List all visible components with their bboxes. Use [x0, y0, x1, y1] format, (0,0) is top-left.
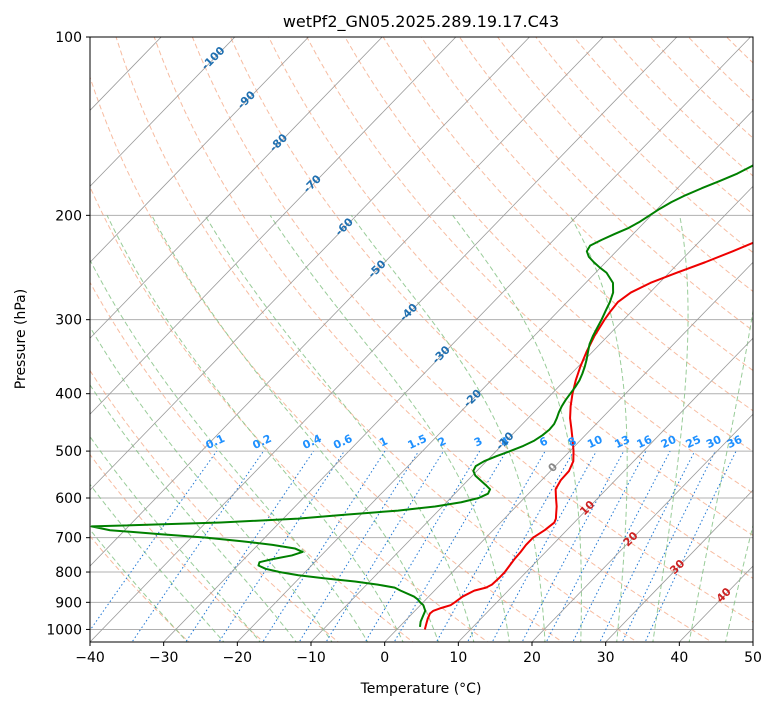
moist-adiabat-line [90, 483, 225, 642]
mixing-ratio-line [298, 450, 420, 642]
mixing-ratio-label: 30 [704, 433, 724, 451]
isotherm-line [605, 489, 753, 642]
sounding-series [90, 164, 753, 630]
isotherm-line [384, 261, 753, 642]
moist-adiabat-line [569, 215, 628, 642]
isotherm-line [90, 37, 309, 263]
isotherm-line [458, 337, 753, 642]
dry-adiabat-line [230, 37, 753, 579]
moist-adiabat-line [652, 215, 689, 642]
dry-adiabat-line [90, 75, 564, 642]
moist-adiabats [90, 215, 753, 642]
isotherm-line [310, 185, 753, 642]
x-tick-label: −20 [223, 650, 253, 666]
y-tick-label: 100 [55, 30, 82, 46]
isotherm-line [237, 109, 753, 642]
dry-adiabat-line [90, 185, 489, 642]
moist-adiabat-line [90, 435, 261, 642]
dry-adiabat-line [115, 37, 638, 642]
isotherms [90, 37, 753, 642]
dry-adiabat-line [90, 369, 340, 642]
mixing-ratio-line [325, 450, 444, 642]
dry-adiabat-line [191, 37, 753, 623]
isotherm-line [90, 37, 236, 187]
pressure-gridlines [90, 37, 753, 630]
mixing-ratio-label: 20 [659, 433, 679, 451]
x-tick-label: 50 [744, 650, 762, 666]
y-tick-label: 400 [55, 387, 82, 403]
mixing-ratio-label: 36 [725, 433, 745, 451]
moist-adiabat-line [350, 215, 546, 642]
dry-adiabat-line [459, 37, 753, 332]
mixing-ratio-line [491, 450, 597, 642]
chart-title: wetPf2_GN05.2025.289.19.17.C43 [283, 12, 559, 32]
x-tick-label: 20 [523, 650, 541, 666]
mixing-ratio-line [572, 450, 671, 642]
mixing-ratio-label: 13 [613, 433, 632, 451]
dry-adiabat-line [268, 37, 753, 536]
mixing-ratio-line [644, 450, 737, 642]
y-tick-label: 1000 [46, 622, 82, 638]
isotherm-line [90, 37, 604, 567]
temperature-profile-line [423, 241, 753, 630]
x-tick-label: 30 [597, 650, 615, 666]
moist-adiabat-line [688, 307, 753, 642]
mixing-ratio-line [521, 450, 625, 642]
y-tick-label: 300 [55, 313, 82, 329]
y-tick-label: 500 [55, 444, 82, 460]
mixing-ratio-line [218, 450, 345, 642]
isotherm-line [531, 413, 753, 642]
moist-adiabat-line [269, 215, 510, 642]
y-tick-label: 600 [55, 491, 82, 507]
mixing-ratio-label: 10 [585, 433, 605, 451]
moist-adiabat-line [90, 258, 369, 642]
x-axis-ticks: −40 −30 −20 −10 0 10 20 30 40 50 [75, 642, 762, 666]
moist-adiabat-line [106, 215, 404, 642]
y-tick-label: 900 [55, 595, 82, 611]
mixing-ratio-line [393, 450, 507, 642]
y-tick-label: 200 [55, 208, 82, 224]
dry-adiabat-line [344, 37, 753, 453]
mixing-ratio-label: 25 [684, 433, 703, 451]
isotherm-line [163, 37, 751, 642]
mixing-ratio-line [545, 450, 647, 642]
y-axis-label: Pressure (hPa) [13, 289, 29, 389]
y-tick-label: 700 [55, 531, 82, 547]
isotherm-line [90, 37, 530, 491]
x-tick-label: −10 [296, 650, 326, 666]
isotherm-line [90, 37, 383, 339]
x-tick-label: 40 [670, 650, 688, 666]
y-axis-ticks: 100 200 300 400 500 600 700 800 900 1000 [46, 30, 90, 638]
moist-adiabat-line [204, 215, 475, 642]
isotherm-line [90, 37, 457, 415]
mixing-ratio-line [185, 450, 314, 642]
x-axis-label: Temperature (°C) [360, 681, 482, 697]
moist-adiabat-line [90, 326, 333, 642]
isotherm-line [90, 37, 678, 642]
dry-adiabat-line [90, 535, 190, 642]
x-tick-label: 0 [380, 650, 389, 666]
x-tick-label: −40 [75, 650, 105, 666]
y-tick-label: 800 [55, 565, 82, 581]
dewpoint-profile-line [90, 164, 753, 627]
x-tick-label: 10 [449, 650, 467, 666]
dry-adiabat-line [497, 37, 753, 293]
plot-frame [89, 36, 754, 643]
dry-adiabat-line [382, 37, 753, 412]
mixing-ratio-line [90, 450, 218, 632]
x-tick-label: −30 [149, 650, 179, 666]
mixing-ratio-label: 16 [635, 433, 655, 451]
